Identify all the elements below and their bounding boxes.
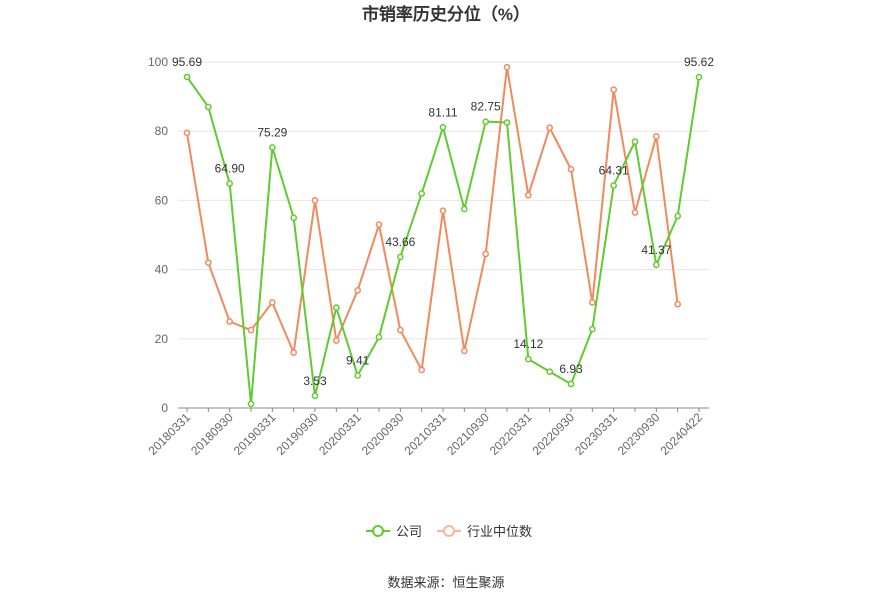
data-point-0 xyxy=(524,355,532,363)
data-point-1 xyxy=(418,366,426,374)
data-point-0 xyxy=(204,103,212,111)
data-label: 43.66 xyxy=(385,235,415,249)
data-point-1 xyxy=(610,86,618,94)
data-point-0 xyxy=(610,182,618,189)
data-point-1 xyxy=(268,299,276,306)
data-point-0 xyxy=(460,205,468,213)
data-point-0 xyxy=(226,180,234,187)
data-label: 75.29 xyxy=(257,125,287,139)
y-tick-label: 0 xyxy=(161,401,168,415)
x-tick-label: 20230331 xyxy=(572,410,620,458)
data-point-1 xyxy=(631,209,639,216)
x-tick-label: 20240422 xyxy=(657,410,705,458)
data-point-0 xyxy=(567,380,575,388)
y-tick-label: 60 xyxy=(155,193,169,207)
grid-lines xyxy=(178,61,709,340)
x-tick-label: 20190930 xyxy=(273,410,321,458)
data-label: 95.69 xyxy=(172,55,202,69)
data-point-1 xyxy=(375,221,383,228)
x-tick-label: 20210930 xyxy=(444,410,492,458)
data-labels: 95.69 64.90 75.29 3.53 9.41 43.66 81.11 82.75 14… xyxy=(172,55,714,388)
data-point-1 xyxy=(354,287,362,294)
data-point-1 xyxy=(204,259,212,267)
legend-label: 行业中位数 xyxy=(467,524,532,539)
data-point-1 xyxy=(183,129,191,137)
data-point-0 xyxy=(247,400,255,408)
data-point-0 xyxy=(396,253,404,261)
data-label: 64.90 xyxy=(215,161,245,175)
y-tick-label: 80 xyxy=(155,124,169,138)
chart-title: 市销率历史分位（%） xyxy=(362,4,530,24)
x-tick-label: 20190331 xyxy=(231,410,279,458)
data-point-0 xyxy=(332,304,340,312)
data-point-1 xyxy=(674,300,682,308)
x-tick-label: 20200331 xyxy=(316,410,364,458)
data-point-0 xyxy=(631,138,639,145)
data-point-1 xyxy=(460,347,468,355)
source-note: 数据来源：恒生聚源 xyxy=(387,575,504,590)
data-point-1 xyxy=(524,191,532,199)
x-tick-label: 20230930 xyxy=(615,410,663,458)
x-tick-label: 20220930 xyxy=(529,410,577,458)
data-point-1 xyxy=(332,337,340,344)
x-tick-label: 20220331 xyxy=(487,410,535,458)
legend-swatch-marker xyxy=(372,525,384,537)
legend-swatch-marker xyxy=(443,525,455,537)
series-line-1 xyxy=(186,66,679,371)
legend-label: 公司 xyxy=(396,524,422,539)
data-point-0 xyxy=(268,144,276,151)
data-point-1 xyxy=(396,326,404,334)
data-point-1 xyxy=(652,133,660,140)
y-tick-label: 20 xyxy=(155,332,169,346)
data-point-0 xyxy=(375,333,383,341)
data-point-1 xyxy=(567,165,575,173)
data-label: 95.62 xyxy=(684,55,714,69)
data-point-0 xyxy=(290,214,298,222)
legend[interactable]: 公司 行业中位数 xyxy=(366,524,532,539)
data-point-1 xyxy=(247,326,255,334)
data-point-1 xyxy=(503,63,511,71)
data-point-0 xyxy=(354,372,362,379)
x-tick-label: 20210331 xyxy=(401,410,449,458)
data-point-0 xyxy=(546,368,554,376)
data-label: 64.31 xyxy=(599,163,629,177)
x-axis: 2018033120180930201903312019093020200331… xyxy=(145,407,709,458)
data-label: 9.41 xyxy=(346,353,370,367)
x-tick-label: 20180930 xyxy=(188,410,236,458)
data-label: 6.93 xyxy=(559,362,583,376)
data-label: 41.37 xyxy=(641,243,671,257)
x-tick-label: 20180331 xyxy=(145,410,193,458)
x-tick-label: 20200930 xyxy=(359,410,407,458)
data-point-1 xyxy=(482,250,490,258)
y-axis: 0 20 40 60 80 100 xyxy=(148,55,168,415)
data-label: 3.53 xyxy=(303,374,327,388)
data-label: 82.75 xyxy=(471,100,501,114)
data-point-1 xyxy=(290,349,298,356)
y-tick-label: 100 xyxy=(148,55,168,69)
data-point-1 xyxy=(311,197,319,204)
data-point-1 xyxy=(226,318,234,325)
data-point-0 xyxy=(695,73,703,81)
data-point-0 xyxy=(439,124,447,131)
data-point-1 xyxy=(546,124,554,132)
data-point-0 xyxy=(311,392,319,400)
data-point-0 xyxy=(652,261,660,269)
data-point-1 xyxy=(588,299,596,306)
data-point-0 xyxy=(418,190,426,197)
y-tick-label: 40 xyxy=(155,263,169,277)
data-label: 81.11 xyxy=(428,105,457,119)
series-group xyxy=(183,63,703,408)
data-point-0 xyxy=(183,73,191,81)
data-point-0 xyxy=(482,118,490,126)
data-point-1 xyxy=(439,207,447,215)
data-point-0 xyxy=(503,119,511,126)
data-label: 14.12 xyxy=(513,337,543,351)
data-point-0 xyxy=(588,325,596,333)
data-point-0 xyxy=(674,212,682,220)
